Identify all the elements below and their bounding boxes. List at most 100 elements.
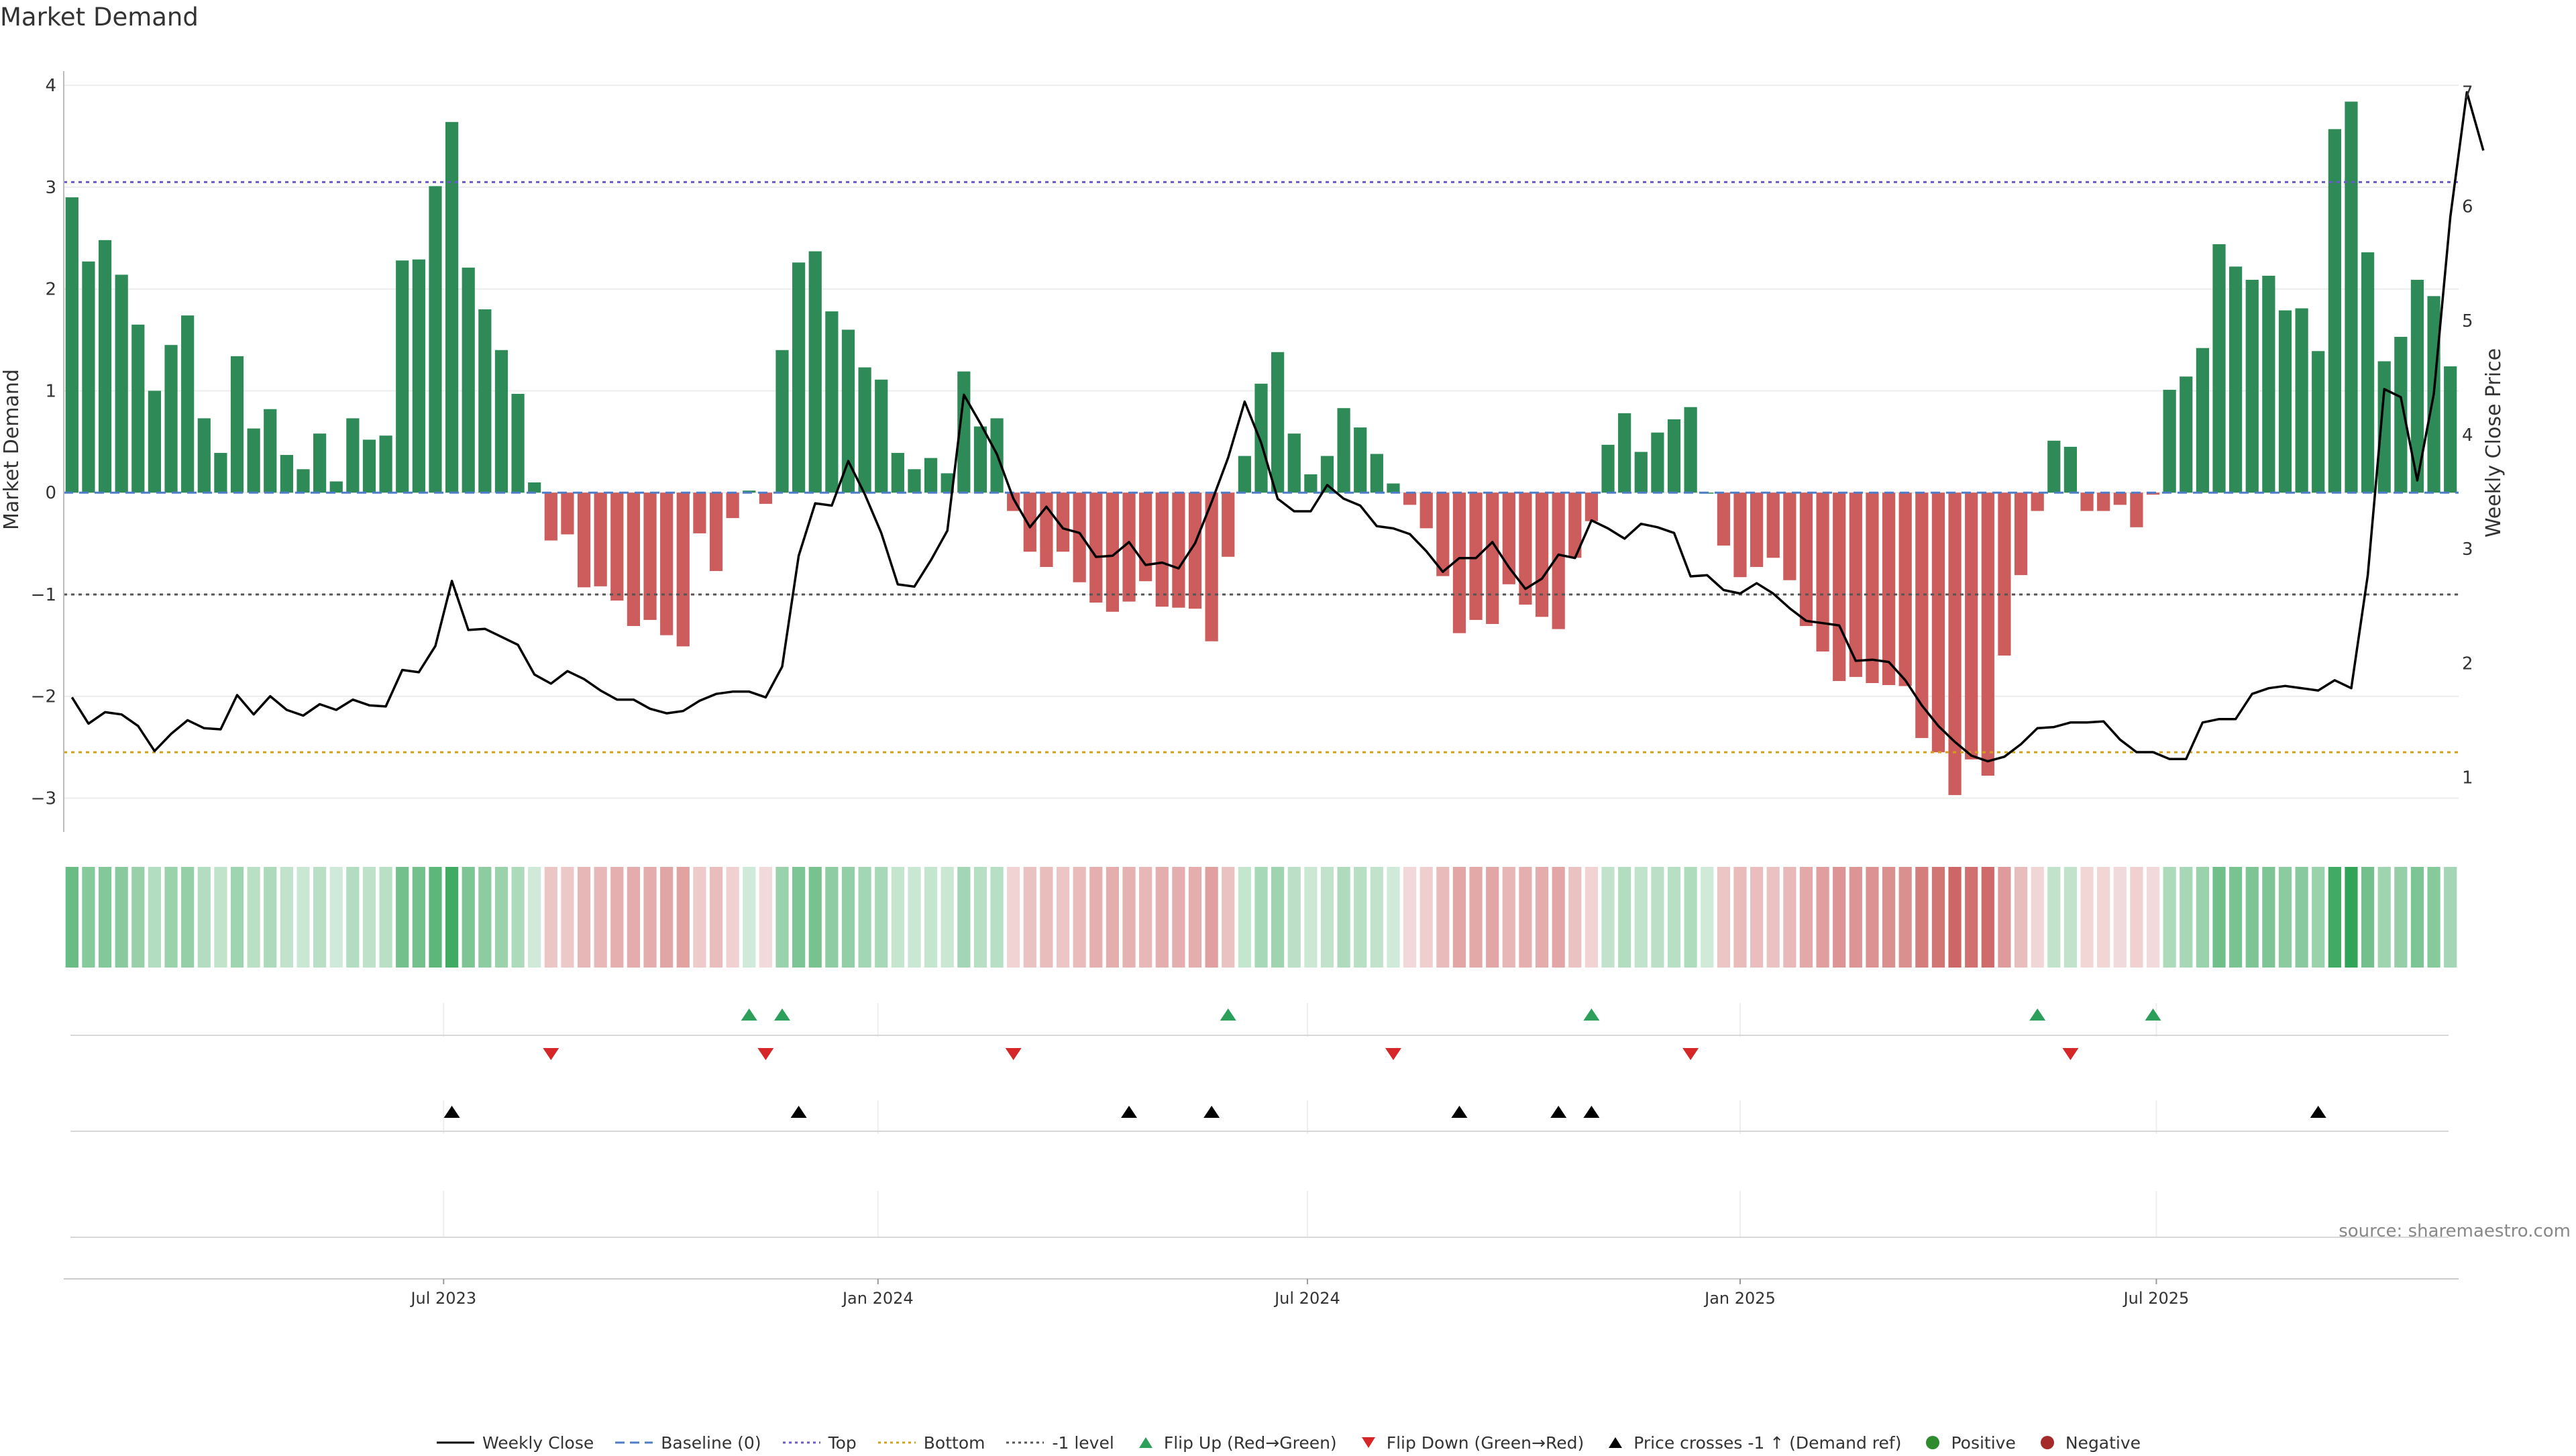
legend-minus1-label: -1 level	[1052, 1433, 1114, 1453]
heat-cell	[2130, 867, 2143, 968]
heat-cell	[2212, 867, 2226, 968]
demand-bar	[1452, 492, 1466, 633]
demand-bar	[148, 391, 162, 493]
negative-dot-icon	[2036, 1435, 2059, 1451]
y-axis-label: Market Demand	[0, 369, 23, 530]
demand-bar	[181, 315, 195, 493]
legend-bottom[interactable]: Bottom	[877, 1433, 985, 1453]
heat-cell	[908, 867, 921, 968]
legend-flip-down[interactable]: Flip Down (Green→Red)	[1357, 1433, 1584, 1453]
positive-dot-icon	[1921, 1435, 1944, 1451]
demand-bar	[1040, 492, 1053, 567]
demand-bar	[511, 393, 525, 493]
heat-cell	[1519, 867, 1532, 968]
demand-bar	[494, 350, 508, 493]
legend-minus1[interactable]: -1 level	[1005, 1433, 1114, 1453]
legend-negative[interactable]: Negative	[2036, 1433, 2141, 1453]
heat-cell	[1387, 867, 1400, 968]
demand-heat-strip	[65, 867, 2457, 968]
demand-bar	[98, 240, 112, 493]
heat-cell	[214, 867, 227, 968]
heat-cell	[2180, 867, 2193, 968]
heat-cell	[2146, 867, 2160, 968]
demand-bar	[1354, 427, 1367, 493]
heat-cell	[2312, 867, 2325, 968]
legend-top[interactable]: Top	[782, 1433, 857, 1453]
heat-cell	[2410, 867, 2424, 968]
legend-baseline-symbol	[614, 1435, 654, 1451]
demand-bar	[280, 455, 293, 493]
legend-positive[interactable]: Positive	[1921, 1433, 2016, 1453]
demand-bar	[197, 418, 211, 493]
demand-bar	[924, 458, 938, 493]
demand-bar	[1849, 492, 1862, 677]
heat-cell	[1750, 867, 1764, 968]
y2-tick-label: 2	[2462, 654, 2473, 674]
heat-cell	[148, 867, 162, 968]
demand-bar	[759, 492, 772, 504]
flip-down-marker	[757, 1048, 774, 1060]
heat-cell	[1816, 867, 1829, 968]
flip-up-triangle-icon	[1134, 1435, 1157, 1451]
heat-cell	[2377, 867, 2391, 968]
legend-bottom-symbol	[877, 1435, 917, 1451]
heat-cell	[1452, 867, 1466, 968]
y2-tick-label: 5	[2462, 311, 2473, 331]
demand-bar	[346, 418, 360, 493]
heat-cell	[1089, 867, 1103, 968]
heat-cell	[1155, 867, 1169, 968]
demand-bar	[1222, 492, 1235, 557]
demand-bar	[1502, 492, 1515, 584]
demand-bar	[643, 492, 657, 620]
heat-cell	[1205, 867, 1218, 968]
heat-cell	[561, 867, 574, 968]
legend-price-symbol	[435, 1435, 476, 1451]
demand-bar	[2328, 129, 2341, 493]
legend-positive-label: Positive	[1951, 1433, 2016, 1453]
heat-cell	[825, 867, 839, 968]
heat-cell	[891, 867, 904, 968]
demand-bar	[1419, 492, 1433, 529]
heat-cell	[875, 867, 888, 968]
heat-cell	[1486, 867, 1499, 968]
demand-bar	[1667, 419, 1681, 493]
demand-bar	[1320, 456, 1334, 493]
y2-tick-label: 1	[2462, 768, 2473, 788]
legend-baseline[interactable]: Baseline (0)	[614, 1433, 761, 1453]
legend-price[interactable]: Weekly Close	[435, 1433, 594, 1453]
heat-cell	[1965, 867, 1978, 968]
demand-bar	[1304, 474, 1318, 493]
legend-cross[interactable]: Price crosses -1 ↑ (Demand ref)	[1604, 1433, 1901, 1453]
demand-bar	[2047, 440, 2061, 493]
heat-cell	[230, 867, 244, 968]
heat-cell	[1667, 867, 1681, 968]
heat-cell	[264, 867, 277, 968]
demand-bar	[1898, 492, 1912, 686]
demand-bar	[2312, 351, 2325, 493]
demand-bar	[264, 409, 277, 493]
demand-bar	[379, 435, 392, 493]
demand-bar	[1833, 492, 1846, 681]
heat-cell	[2080, 867, 2094, 968]
flip-down-triangle-icon	[1357, 1435, 1380, 1451]
heat-cell	[1222, 867, 1235, 968]
heat-cell	[1271, 867, 1285, 968]
reference-lines	[64, 180, 2459, 753]
chart-axes: −3 −2 −1 0 1 2 3 4 1 2 3 4 5 6 7 Market Demand Weekly Cl…	[0, 71, 2506, 832]
demand-bar	[2180, 376, 2193, 493]
chart-title: Market Demand	[0, 3, 199, 32]
legend-top-symbol	[782, 1435, 822, 1451]
demand-bar	[2345, 101, 2358, 493]
heat-cell	[627, 867, 641, 968]
demand-bar	[429, 186, 442, 493]
demand-bar	[2295, 308, 2308, 493]
heat-cell	[1915, 867, 1929, 968]
heat-cell	[297, 867, 310, 968]
flip-up-marker	[741, 1008, 757, 1021]
heat-cell	[1799, 867, 1813, 968]
heat-cell	[329, 867, 343, 968]
demand-bar	[396, 260, 409, 493]
heat-cell	[1436, 867, 1450, 968]
heat-cell	[478, 867, 492, 968]
legend-flip-up[interactable]: Flip Up (Red→Green)	[1134, 1433, 1337, 1453]
